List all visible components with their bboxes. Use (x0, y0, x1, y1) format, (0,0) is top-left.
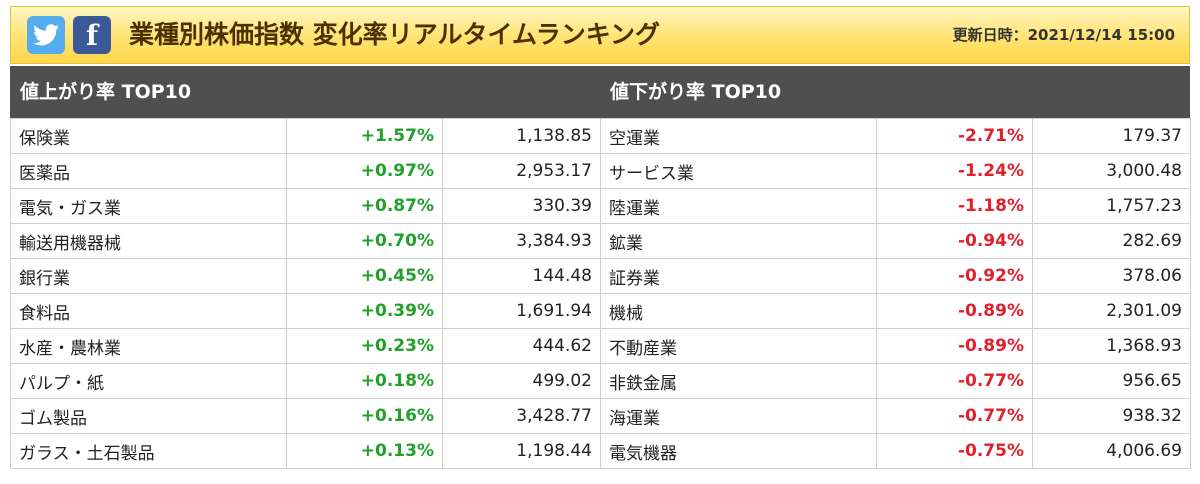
rising-ranking-table: 保険業 +1.57% 1,138.85 医薬品 +0.97% 2,953.17 電気・ガス業… (10, 118, 601, 469)
sector-name: 食料品 (10, 293, 287, 329)
change-rate: -0.77% (876, 398, 1033, 434)
ranking-banner: f 業種別株価指数 変化率リアルタイムランキング 更新日時：2021/12/14… (10, 6, 1190, 64)
table-row: 水産・農林業 +0.23% 444.62 (10, 328, 601, 364)
change-rate: -0.89% (876, 328, 1033, 364)
index-value: 4,006.69 (1032, 433, 1191, 469)
table-row: 証券業 -0.92% 378.06 (600, 258, 1191, 294)
facebook-f-icon: f (85, 18, 99, 52)
table-row: ガラス・土石製品 +0.13% 1,198.44 (10, 433, 601, 469)
change-rate: -2.71% (876, 118, 1033, 154)
table-row: 医薬品 +0.97% 2,953.17 (10, 153, 601, 189)
facebook-share-button[interactable]: f (73, 16, 111, 54)
index-value: 1,368.93 (1032, 328, 1191, 364)
table-row: 空運業 -2.71% 179.37 (600, 118, 1191, 154)
updated-timestamp: 更新日時：2021/12/14 15:00 (953, 19, 1175, 51)
rising-ranking-panel: 値上がり率 TOP10 保険業 +1.57% 1,138.85 医薬品 +0.97% 2,… (10, 66, 601, 469)
falling-ranking-heading: 値下がり率 TOP10 (600, 66, 1190, 118)
index-value: 444.62 (442, 328, 601, 364)
index-value: 282.69 (1032, 223, 1191, 259)
table-row: サービス業 -1.24% 3,000.48 (600, 153, 1191, 189)
index-value: 499.02 (442, 363, 601, 399)
change-rate: -1.18% (876, 188, 1033, 224)
sector-name: 不動産業 (600, 328, 877, 364)
updated-value: 2021/12/14 15:00 (1027, 26, 1175, 44)
change-rate: +0.16% (286, 398, 443, 434)
change-rate: -0.89% (876, 293, 1033, 329)
sector-name: 電気・ガス業 (10, 188, 287, 224)
sector-name: 医薬品 (10, 153, 287, 189)
sector-name: パルプ・紙 (10, 363, 287, 399)
rising-ranking-heading: 値上がり率 TOP10 (10, 66, 600, 118)
sector-name: 空運業 (600, 118, 877, 154)
table-row: 機械 -0.89% 2,301.09 (600, 293, 1191, 329)
index-value: 938.32 (1032, 398, 1191, 434)
sector-name: 保険業 (10, 118, 287, 154)
sector-name: 証券業 (600, 258, 877, 294)
change-rate: +0.97% (286, 153, 443, 189)
sector-name: 非鉄金属 (600, 363, 877, 399)
change-rate: -1.24% (876, 153, 1033, 189)
index-value: 956.65 (1032, 363, 1191, 399)
table-row: 電気機器 -0.75% 4,006.69 (600, 433, 1191, 469)
index-value: 1,691.94 (442, 293, 601, 329)
sector-name: 電気機器 (600, 433, 877, 469)
index-value: 179.37 (1032, 118, 1191, 154)
index-value: 144.48 (442, 258, 601, 294)
twitter-bird-icon (33, 24, 59, 46)
table-row: 食料品 +0.39% 1,691.94 (10, 293, 601, 329)
index-value: 3,000.48 (1032, 153, 1191, 189)
table-row: パルプ・紙 +0.18% 499.02 (10, 363, 601, 399)
table-row: 輸送用機器械 +0.70% 3,384.93 (10, 223, 601, 259)
index-value: 1,757.23 (1032, 188, 1191, 224)
index-value: 2,301.09 (1032, 293, 1191, 329)
sector-name: 機械 (600, 293, 877, 329)
table-row: 鉱業 -0.94% 282.69 (600, 223, 1191, 259)
table-row: 非鉄金属 -0.77% 956.65 (600, 363, 1191, 399)
change-rate: -0.77% (876, 363, 1033, 399)
change-rate: +0.13% (286, 433, 443, 469)
change-rate: +0.87% (286, 188, 443, 224)
change-rate: +0.23% (286, 328, 443, 364)
sector-name: ゴム製品 (10, 398, 287, 434)
change-rate: +0.18% (286, 363, 443, 399)
table-row: 不動産業 -0.89% 1,368.93 (600, 328, 1191, 364)
twitter-share-button[interactable] (27, 16, 65, 54)
change-rate: -0.94% (876, 223, 1033, 259)
change-rate: +0.39% (286, 293, 443, 329)
index-value: 3,428.77 (442, 398, 601, 434)
change-rate: +0.45% (286, 258, 443, 294)
index-value: 2,953.17 (442, 153, 601, 189)
sector-name: 銀行業 (10, 258, 287, 294)
table-row: ゴム製品 +0.16% 3,428.77 (10, 398, 601, 434)
page-title: 業種別株価指数 変化率リアルタイムランキング (129, 20, 660, 49)
sector-name: 輸送用機器械 (10, 223, 287, 259)
sector-name: 陸運業 (600, 188, 877, 224)
index-value: 1,138.85 (442, 118, 601, 154)
sector-name: サービス業 (600, 153, 877, 189)
table-row: 銀行業 +0.45% 144.48 (10, 258, 601, 294)
sector-name: 水産・農林業 (10, 328, 287, 364)
index-value: 378.06 (1032, 258, 1191, 294)
index-value: 3,384.93 (442, 223, 601, 259)
change-rate: -0.92% (876, 258, 1033, 294)
table-row: 陸運業 -1.18% 1,757.23 (600, 188, 1191, 224)
updated-label: 更新日時： (952, 26, 1028, 44)
index-value: 1,198.44 (442, 433, 601, 469)
sector-name: ガラス・土石製品 (10, 433, 287, 469)
falling-ranking-table: 空運業 -2.71% 179.37 サービス業 -1.24% 3,000.48 陸運業 -1.… (600, 118, 1191, 469)
change-rate: +1.57% (286, 118, 443, 154)
sector-name: 鉱業 (600, 223, 877, 259)
change-rate: -0.75% (876, 433, 1033, 469)
falling-ranking-panel: 値下がり率 TOP10 空運業 -2.71% 179.37 サービス業 -1.24% 3,… (600, 66, 1191, 469)
table-row: 電気・ガス業 +0.87% 330.39 (10, 188, 601, 224)
index-value: 330.39 (442, 188, 601, 224)
table-row: 海運業 -0.77% 938.32 (600, 398, 1191, 434)
sector-name: 海運業 (600, 398, 877, 434)
table-row: 保険業 +1.57% 1,138.85 (10, 118, 601, 154)
change-rate: +0.70% (286, 223, 443, 259)
